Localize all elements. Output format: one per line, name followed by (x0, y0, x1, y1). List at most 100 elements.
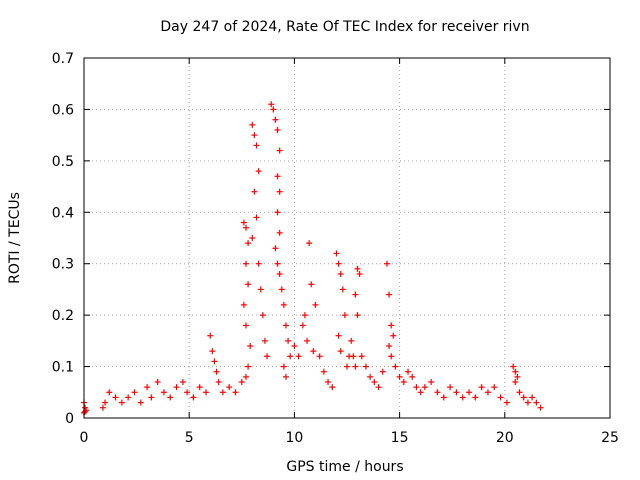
data-point (276, 147, 283, 154)
data-point (329, 384, 336, 391)
data-point (106, 389, 113, 396)
data-point (154, 379, 161, 385)
data-point (209, 348, 216, 355)
data-point (312, 301, 319, 308)
data-point (350, 353, 357, 360)
data-point (367, 373, 374, 380)
data-point (282, 322, 289, 329)
data-point (383, 260, 390, 267)
data-point (276, 271, 283, 277)
grid-lines (84, 58, 610, 418)
axis-ticks (83, 57, 611, 419)
data-point (514, 373, 521, 380)
data-point (325, 379, 332, 385)
data-point (243, 322, 250, 329)
data-point (203, 389, 210, 396)
data-point (375, 384, 382, 391)
data-point (243, 260, 250, 267)
data-point (278, 286, 285, 293)
data-point (184, 389, 191, 396)
data-point (274, 127, 281, 133)
data-point (295, 353, 302, 360)
data-point (251, 132, 258, 139)
data-point (259, 312, 266, 319)
data-point (196, 384, 203, 391)
data-point (400, 379, 407, 385)
data-point (447, 384, 454, 391)
data-point (388, 353, 395, 360)
data-point (320, 368, 327, 375)
data-point (274, 260, 281, 267)
data-point (167, 394, 174, 401)
data-point (238, 379, 245, 385)
data-point (287, 353, 294, 360)
data-point (82, 408, 89, 415)
data-point (537, 404, 544, 411)
data-point (386, 343, 393, 349)
data-point (245, 281, 252, 288)
data-point (285, 337, 292, 344)
data-point (137, 399, 144, 406)
data-point (379, 368, 386, 375)
data-point (261, 337, 268, 344)
data-point (510, 363, 517, 370)
data-point (354, 312, 361, 319)
data-point (232, 389, 239, 396)
data-point (280, 301, 287, 308)
data-point (341, 312, 348, 319)
data-point (512, 368, 519, 375)
data-point (148, 394, 155, 401)
data-point (478, 384, 485, 391)
data-point (512, 379, 519, 385)
y-tick-label: 0 (65, 411, 74, 427)
data-point (390, 332, 397, 339)
data-point (255, 168, 262, 175)
x-tick-label: 10 (285, 430, 303, 446)
data-point (274, 173, 281, 180)
x-tick-label: 15 (391, 430, 409, 446)
data-point (304, 337, 311, 344)
data-point (310, 348, 317, 355)
data-point (243, 224, 250, 231)
data-point (516, 389, 523, 396)
data-point (276, 229, 283, 236)
data-point (396, 373, 403, 380)
data-point (520, 394, 527, 401)
data-point (413, 384, 420, 391)
data-point (440, 394, 447, 401)
data-point (386, 291, 393, 298)
chart-title: Day 247 of 2024, Rate Of TEC Index for r… (160, 19, 529, 35)
data-point (245, 363, 252, 370)
x-tick-label: 25 (601, 430, 619, 446)
data-point (240, 219, 247, 226)
data-point (453, 389, 460, 396)
data-point (316, 353, 323, 360)
data-point (99, 404, 106, 411)
data-point (354, 265, 361, 272)
data-point (466, 389, 473, 396)
data-points (81, 101, 544, 416)
data-point (245, 240, 252, 247)
data-point (253, 214, 260, 221)
data-point (282, 373, 289, 380)
data-point (219, 389, 226, 396)
data-point (497, 394, 504, 401)
data-point (247, 343, 254, 349)
data-point (339, 286, 346, 293)
data-point (484, 389, 491, 396)
data-point (264, 353, 271, 360)
data-point (280, 363, 287, 370)
x-tick-label: 0 (80, 430, 89, 446)
data-point (352, 291, 359, 298)
data-point (226, 384, 233, 391)
data-point (392, 363, 399, 370)
data-point (335, 260, 342, 267)
y-tick-label: 0.7 (52, 51, 74, 67)
data-point (388, 322, 395, 329)
data-point (472, 394, 479, 401)
data-point (503, 399, 510, 406)
data-point (274, 209, 281, 216)
plot-frame (83, 57, 611, 419)
data-point (358, 353, 365, 360)
